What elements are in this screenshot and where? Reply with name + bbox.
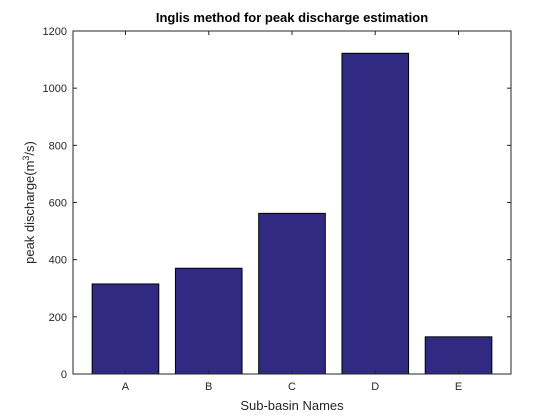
y-tick-label: 0 xyxy=(61,369,67,381)
x-tick-label-d: D xyxy=(371,381,379,393)
bar-b xyxy=(174,267,243,375)
bar-a xyxy=(91,283,160,375)
bar-c xyxy=(258,212,326,375)
x-axis-label: Sub-basin Names xyxy=(240,398,344,413)
y-tick-label: 600 xyxy=(49,198,67,210)
y-tick-label: 1200 xyxy=(43,26,67,38)
y-tick-label: 200 xyxy=(49,312,67,324)
x-axis: A B C D E xyxy=(122,31,462,393)
y-axis-label: peak discharge(m3/s) xyxy=(21,141,37,264)
x-tick-label-a: A xyxy=(122,381,130,393)
x-tick-label-b: B xyxy=(205,381,212,393)
y-axis-label-suffix: /s) xyxy=(22,141,37,155)
bars-group xyxy=(91,52,493,375)
bar-d xyxy=(341,52,410,375)
y-tick-label: 400 xyxy=(49,255,67,267)
chart-title: Inglis method for peak discharge estimat… xyxy=(156,10,428,25)
y-axis-label-prefix: peak discharge(m xyxy=(22,161,37,264)
y-axis-label-superscript: 3 xyxy=(21,156,31,161)
bar-e xyxy=(424,336,493,375)
y-tick-label: 1000 xyxy=(43,83,67,95)
x-tick-label-c: C xyxy=(288,381,296,393)
y-axis: 0 200 400 600 800 1000 1200 xyxy=(43,26,511,381)
x-tick-label-e: E xyxy=(455,381,462,393)
y-tick-label: 800 xyxy=(49,140,67,152)
